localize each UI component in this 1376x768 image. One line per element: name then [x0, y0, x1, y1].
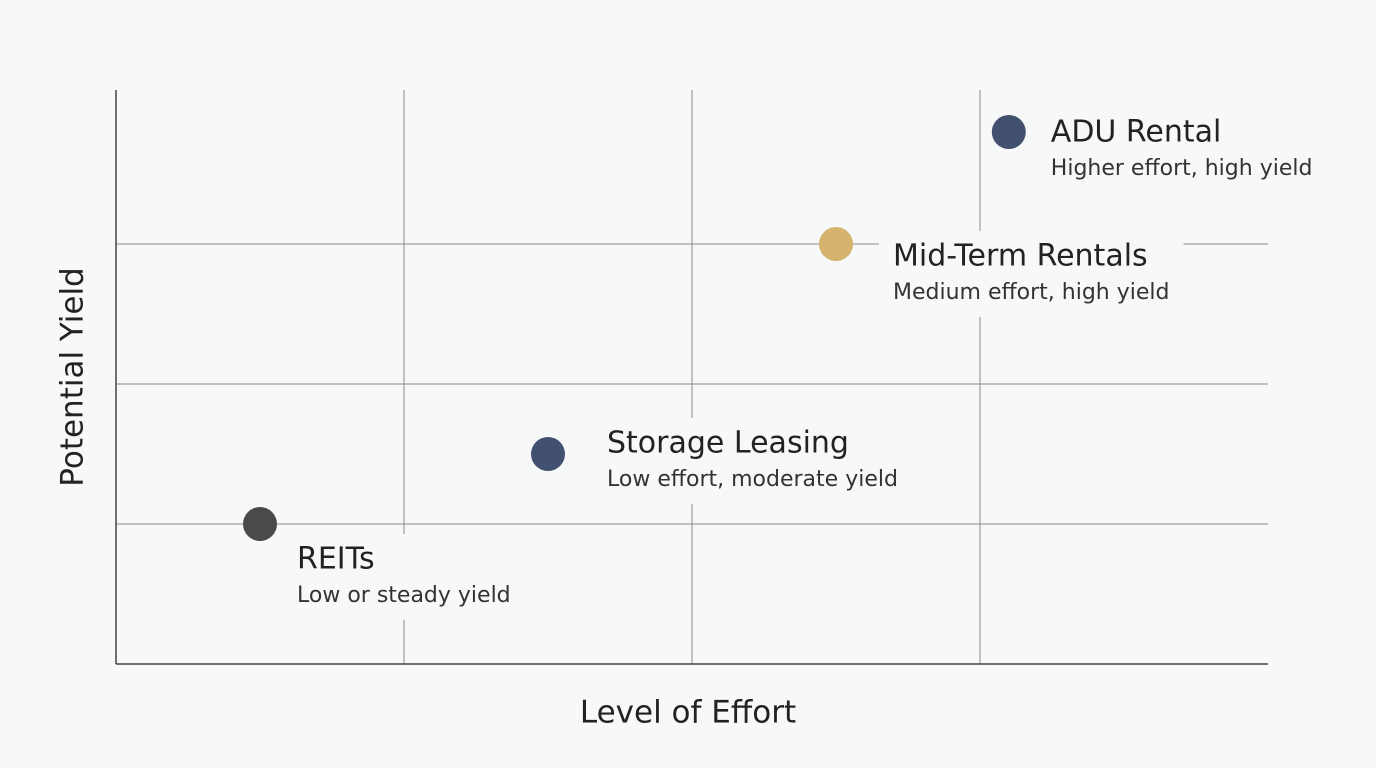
point-description: Low effort, moderate yield [607, 467, 898, 492]
label-background [879, 231, 1184, 317]
point [243, 507, 277, 541]
y-axis-title: Potential Yield [55, 267, 91, 486]
point-description: Low or steady yield [297, 583, 511, 608]
label-background [1036, 107, 1327, 193]
point-name: ADU Rental [1051, 115, 1222, 150]
point-name: Mid-Term Rentals [893, 239, 1148, 274]
points [243, 115, 1026, 541]
point-labels: REITs Low or steady yield Storage Leasing L… [283, 107, 1327, 620]
label-background [283, 534, 525, 620]
point-description: Medium effort, high yield [893, 280, 1169, 305]
point-name: REITs [297, 542, 375, 577]
label-background [593, 418, 912, 504]
point [991, 115, 1026, 149]
point-name: Storage Leasing [607, 426, 849, 461]
point-description: Higher effort, high yield [1051, 156, 1313, 181]
point [531, 437, 565, 471]
point [819, 227, 853, 261]
x-axis-title: Level of Effort [580, 695, 796, 731]
